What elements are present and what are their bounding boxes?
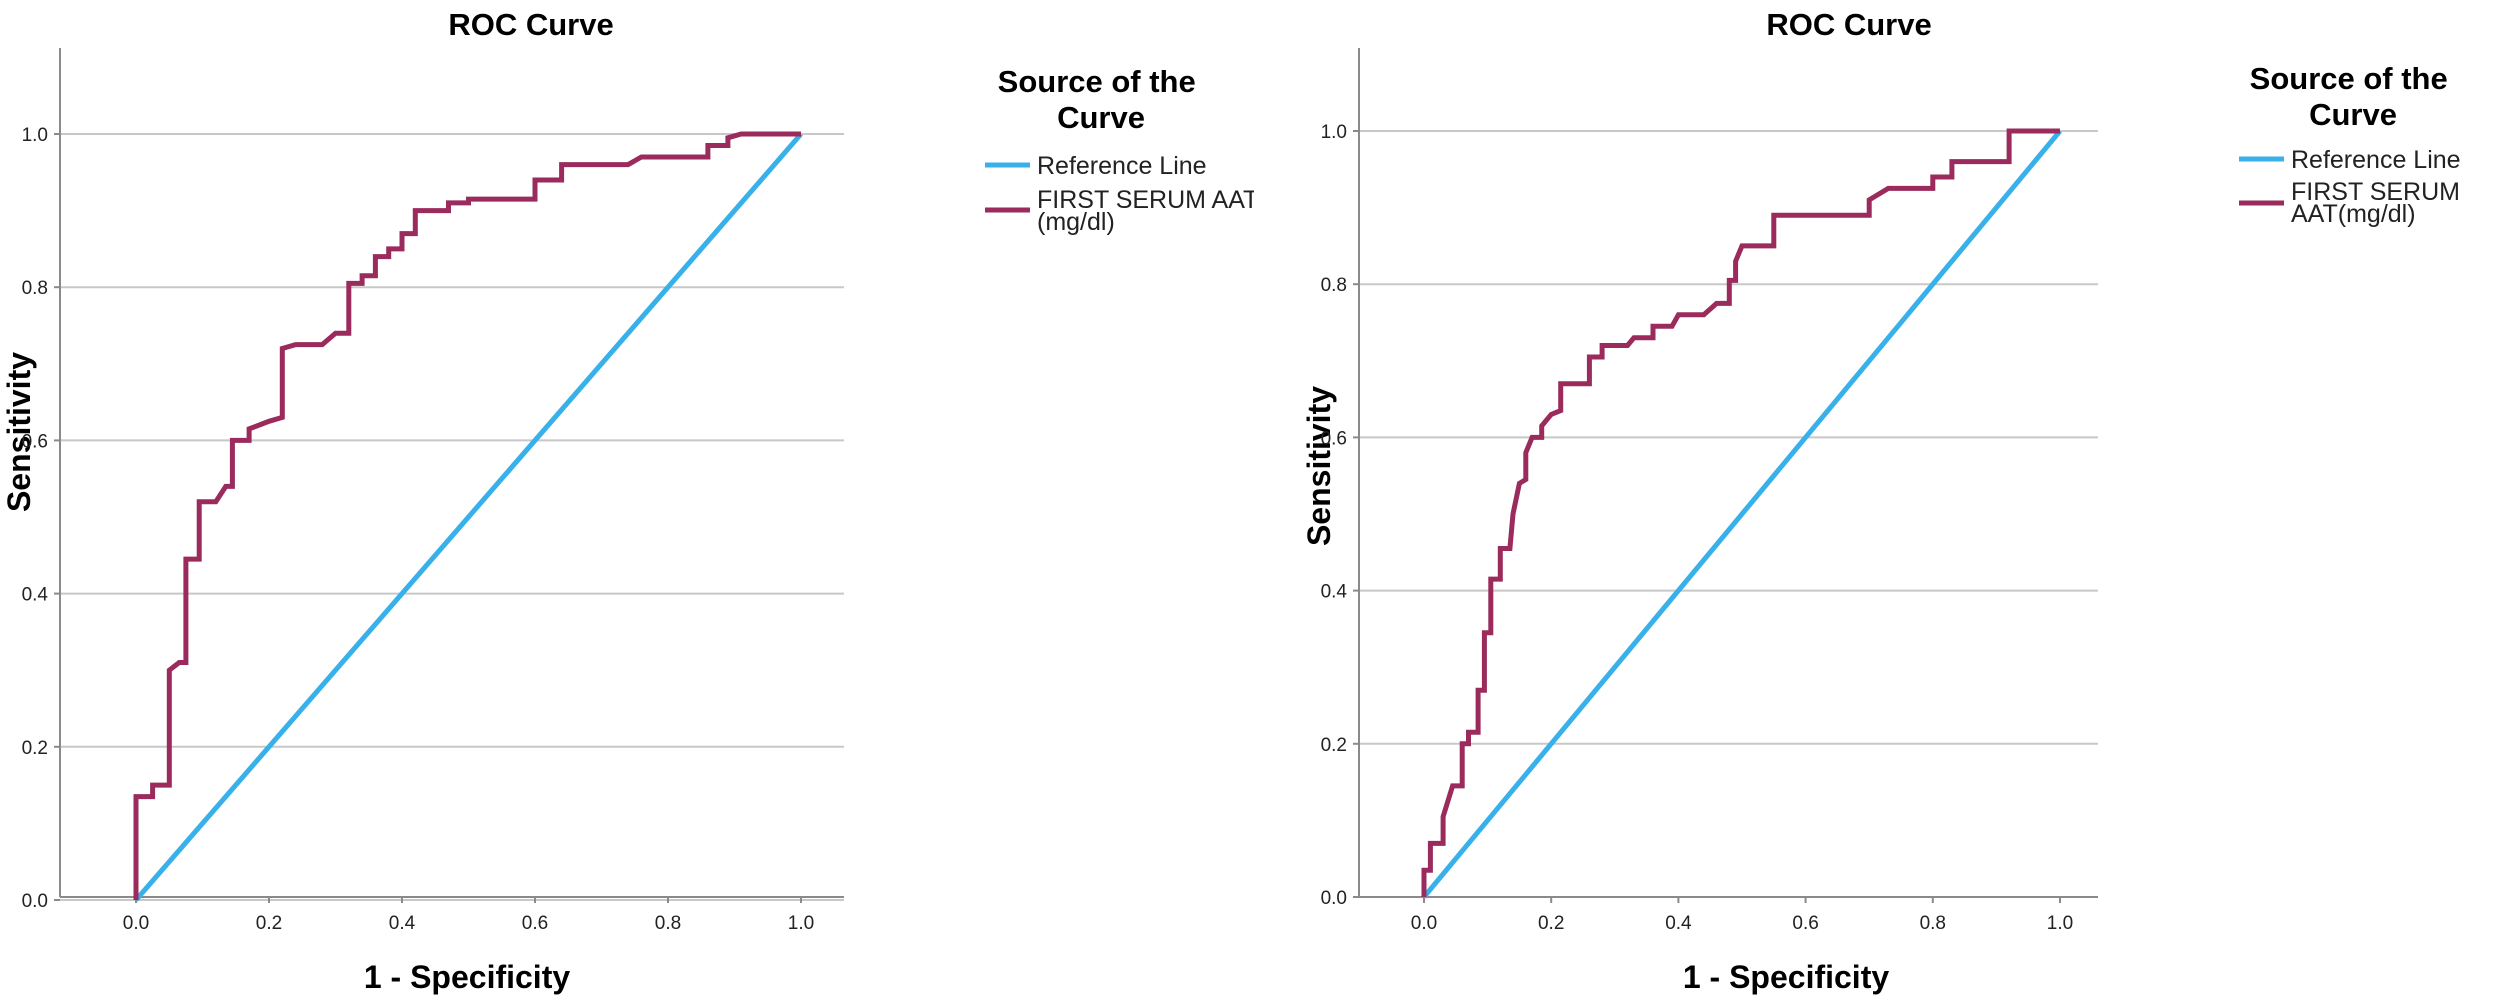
y-axis-title: Sensitivity xyxy=(1301,386,1337,546)
x-tick-label-3: 0.6 xyxy=(1792,913,1818,934)
legend-label-reference-line: Reference Line xyxy=(2291,146,2461,174)
roc-chart-2-svg: ROC Curve Sensitivity 1 - Specificity So… xyxy=(1301,7,2467,995)
chart-title: ROC Curve xyxy=(1766,7,1931,42)
roc-curve-line xyxy=(133,131,801,900)
roc-chart-2: ROC Curve Sensitivity 1 - Specificity So… xyxy=(1254,0,2508,1003)
plot-area: 0.0 0.2 0.4 0.6 0.8 1.0 0.0 0.2 0.4 0.6 0.8 1.0 xyxy=(1321,48,2098,934)
x-tick-label-0: 0.0 xyxy=(1411,913,1437,934)
legend-label-reference-line: Reference Line xyxy=(1037,152,1207,180)
roc-chart-1-svg: ROC Curve Sensitivity 1 - Specificity So… xyxy=(1,7,1254,995)
x-tick-label-4: 0.8 xyxy=(655,913,681,934)
x-tick-label-4: 0.8 xyxy=(1920,913,1946,934)
legend-title-line-1: Source of the xyxy=(2250,61,2448,96)
legend-title: Source of the Curve xyxy=(2250,61,2457,132)
legend-title-line-2: Curve xyxy=(2309,97,2397,132)
y-tick-label-4: 0.8 xyxy=(22,278,48,299)
y-tick-label-3: 0.6 xyxy=(22,431,48,452)
x-tick-label-2: 0.4 xyxy=(389,913,416,934)
y-tick-label-5: 1.0 xyxy=(1321,122,1347,143)
y-tick-label-5: 1.0 xyxy=(22,125,48,146)
y-tick-label-2: 0.4 xyxy=(22,585,49,606)
legend-label-first-serum-aat: FIRST SERUM AAT (mg/dl) xyxy=(1037,186,1254,236)
x-tick-label-2: 0.4 xyxy=(1665,913,1692,934)
reference-line xyxy=(1422,129,2062,899)
legend-label-first-serum-aat: FIRST SERUM AAT(mg/dl) xyxy=(2291,178,2467,228)
y-tick-label-3: 0.6 xyxy=(1321,428,1347,449)
x-tick-label-1: 0.2 xyxy=(256,913,282,934)
legend-title-line-1: Source of the xyxy=(998,64,1196,99)
chart-title: ROC Curve xyxy=(448,7,613,42)
reference-line xyxy=(134,132,803,902)
x-axis-title: 1 - Specificity xyxy=(1683,959,1890,995)
roc-curve-line xyxy=(1421,128,2060,897)
x-tick-label-5: 1.0 xyxy=(2047,913,2073,934)
legend-label-first-serum-aat-line-2: (mg/dl) xyxy=(1037,208,1115,236)
y-tick-label-0: 0.0 xyxy=(22,891,48,912)
y-tick-label-4: 0.8 xyxy=(1321,275,1347,296)
x-tick-label-0: 0.0 xyxy=(123,913,149,934)
plot-area: 0.0 0.2 0.4 0.6 0.8 1.0 0.0 0.2 0.4 0.6 0.8 1.0 xyxy=(22,48,844,934)
legend-label-first-serum-aat-line-1: FIRST SERUM xyxy=(2291,178,2460,206)
roc-chart-1: ROC Curve Sensitivity 1 - Specificity So… xyxy=(1,7,1254,995)
y-tick-label-1: 0.2 xyxy=(22,738,48,759)
x-axis-title: 1 - Specificity xyxy=(364,959,571,995)
x-tick-label-3: 0.6 xyxy=(522,913,548,934)
legend-label-first-serum-aat-line-2: AAT(mg/dl) xyxy=(2291,200,2416,228)
x-tick-label-1: 0.2 xyxy=(1538,913,1564,934)
y-axis-title: Sensitivity xyxy=(1,352,37,512)
y-tick-label-2: 0.4 xyxy=(1321,582,1348,603)
y-tick-label-1: 0.2 xyxy=(1321,735,1347,756)
legend-label-first-serum-aat-line-1: FIRST SERUM AAT xyxy=(1037,186,1254,214)
y-tick-label-0: 0.0 xyxy=(1321,888,1347,909)
x-tick-label-5: 1.0 xyxy=(788,913,814,934)
legend-title: Source of the Curve xyxy=(998,64,1205,135)
legend-title-line-2: Curve xyxy=(1057,100,1145,135)
